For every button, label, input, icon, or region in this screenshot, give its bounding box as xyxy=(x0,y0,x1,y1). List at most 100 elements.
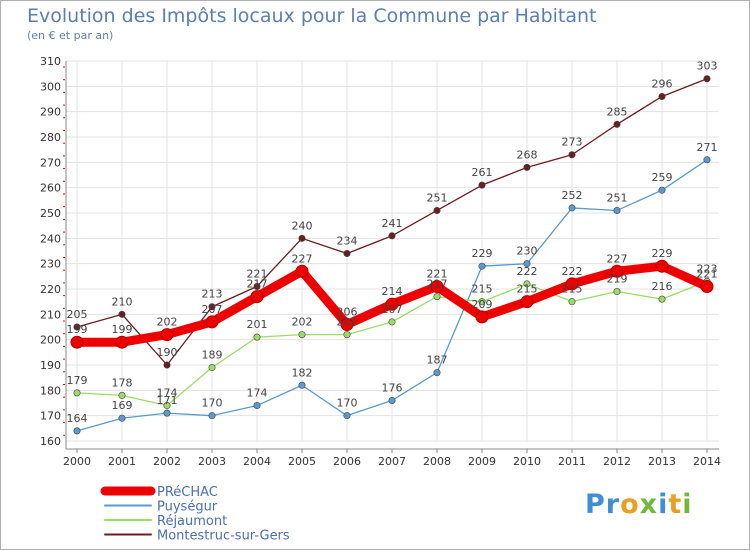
proxiti-logo: Proxiti xyxy=(585,489,693,520)
x-tick-label: 2010 xyxy=(513,455,541,468)
data-point-prechac xyxy=(115,335,129,349)
data-point-prechac xyxy=(385,297,399,311)
data-label: 271 xyxy=(697,141,718,154)
x-tick-label: 2014 xyxy=(693,455,721,468)
data-point xyxy=(208,412,216,420)
x-tick-label: 2000 xyxy=(63,455,91,468)
data-label: 205 xyxy=(67,308,88,321)
data-point xyxy=(478,181,486,189)
data-label: 202 xyxy=(337,316,358,329)
data-label: 229 xyxy=(652,247,673,260)
y-tick-label: 260 xyxy=(40,182,61,195)
y-tick-label: 270 xyxy=(40,156,61,169)
data-label: 207 xyxy=(202,303,223,316)
data-point xyxy=(433,206,441,214)
data-point xyxy=(613,206,621,214)
data-label: 209 xyxy=(472,298,493,311)
data-label: 234 xyxy=(337,235,358,248)
x-tick-label: 2009 xyxy=(468,455,496,468)
x-tick-label: 2006 xyxy=(333,455,361,468)
data-point xyxy=(298,381,306,389)
data-label: 164 xyxy=(67,412,88,425)
data-point xyxy=(73,389,81,397)
data-label: 259 xyxy=(652,171,673,184)
data-label: 251 xyxy=(427,191,448,204)
data-point xyxy=(568,151,576,159)
data-label: 222 xyxy=(562,265,583,278)
data-label: 229 xyxy=(472,247,493,260)
data-label: 230 xyxy=(517,245,538,258)
data-label: 217 xyxy=(247,278,268,291)
y-tick-label: 200 xyxy=(40,334,61,347)
data-point xyxy=(703,156,711,164)
data-point xyxy=(523,280,531,288)
series-points xyxy=(70,75,714,435)
y-tick-label: 220 xyxy=(40,283,61,296)
data-label: 227 xyxy=(292,252,313,265)
data-point xyxy=(163,409,171,417)
data-point xyxy=(658,92,666,100)
data-point xyxy=(208,303,216,311)
data-point xyxy=(388,396,396,404)
data-label: 176 xyxy=(382,381,403,394)
y-tick-label: 300 xyxy=(40,80,61,93)
data-point xyxy=(253,402,261,410)
y-tick-label: 290 xyxy=(40,106,61,119)
x-tick-label: 2013 xyxy=(648,455,676,468)
legend-label: Montestruc-sur-Gers xyxy=(157,529,290,544)
data-point-prechac xyxy=(250,290,264,304)
data-point xyxy=(478,262,486,270)
data-point xyxy=(118,391,126,399)
data-point xyxy=(253,333,261,341)
x-tick-label: 2003 xyxy=(198,455,226,468)
y-tick-label: 210 xyxy=(40,308,61,321)
data-label: 182 xyxy=(292,366,313,379)
x-tick-label: 2008 xyxy=(423,455,451,468)
data-label: 221 xyxy=(697,267,718,280)
x-tick-label: 2012 xyxy=(603,455,631,468)
y-tick-label: 190 xyxy=(40,359,61,372)
data-point xyxy=(343,250,351,258)
data-point xyxy=(568,298,576,306)
data-point xyxy=(478,298,486,306)
data-label: 227 xyxy=(607,252,628,265)
data-label: 214 xyxy=(382,285,403,298)
axes: 160 170 180 190 200 210 220 230 240 250 260 270 280 2… xyxy=(40,55,721,468)
data-point xyxy=(343,412,351,420)
data-point-prechac xyxy=(70,335,84,349)
x-tick-label: 2005 xyxy=(288,455,316,468)
data-label: 216 xyxy=(652,280,673,293)
data-label: 213 xyxy=(202,288,223,301)
data-label: 174 xyxy=(157,387,178,400)
data-label: 221 xyxy=(247,267,268,280)
data-label: 303 xyxy=(697,60,718,73)
data-point-prechac xyxy=(475,310,489,324)
data-label: 169 xyxy=(112,399,133,412)
data-point-prechac xyxy=(655,259,669,273)
data-point xyxy=(523,163,531,171)
data-point xyxy=(73,323,81,331)
data-label: 178 xyxy=(112,376,133,389)
data-label: 296 xyxy=(652,77,673,90)
data-label: 273 xyxy=(562,136,583,149)
data-point-prechac xyxy=(160,328,174,342)
legend-label: PRéCHAC xyxy=(157,485,218,500)
data-label: 252 xyxy=(562,189,583,202)
data-label: 215 xyxy=(472,283,493,296)
data-label: 222 xyxy=(517,265,538,278)
data-point xyxy=(613,120,621,128)
data-point xyxy=(658,186,666,194)
data-label: 215 xyxy=(562,283,583,296)
x-tick-label: 2002 xyxy=(153,455,181,468)
data-label: 199 xyxy=(112,323,133,336)
data-point-prechac xyxy=(430,279,444,293)
data-label: 217 xyxy=(427,278,448,291)
data-point xyxy=(388,232,396,240)
value-labels: 199 199 202 207 217 227 206 214 221 209 215 222 227 2… xyxy=(67,60,718,425)
data-label: 206 xyxy=(337,305,358,318)
data-label: 223 xyxy=(697,262,718,275)
x-tick-label: 2001 xyxy=(108,455,136,468)
y-tick-label: 250 xyxy=(40,207,61,220)
